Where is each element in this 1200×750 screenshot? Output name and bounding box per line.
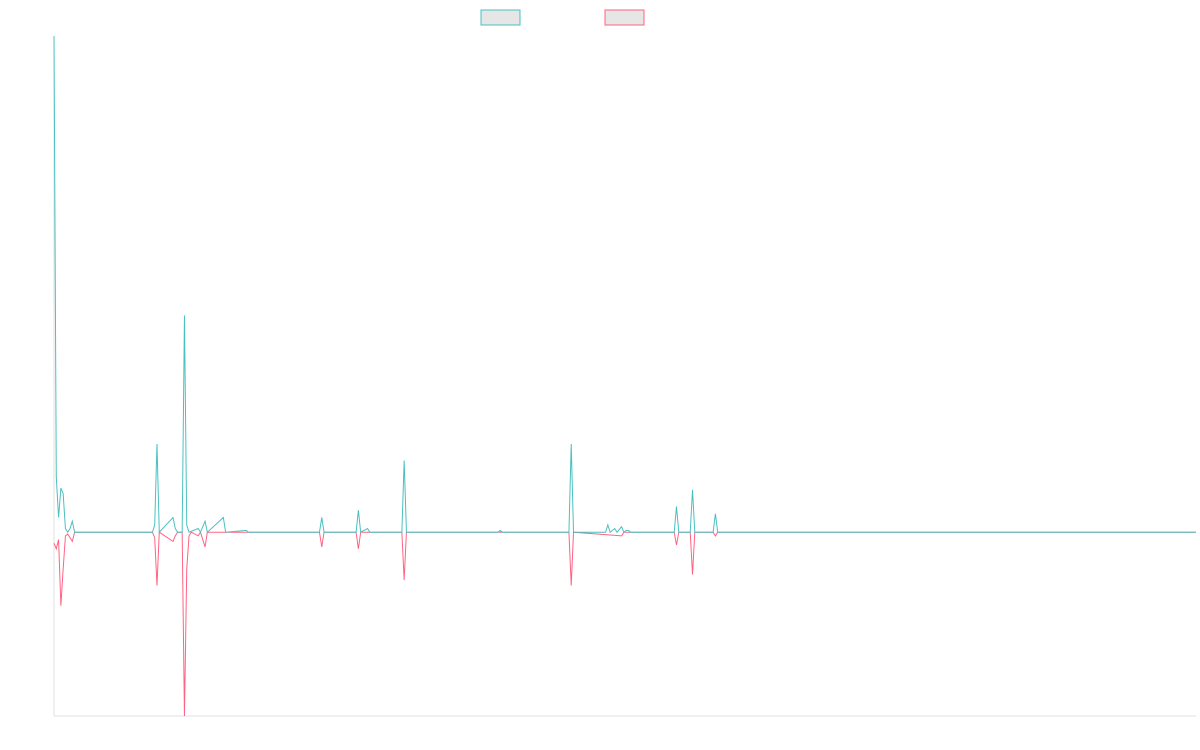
series-line-1 [53,35,1196,534]
legend-swatch-2[interactable] [604,9,645,26]
legend [480,9,645,26]
series-layer [53,35,1196,717]
legend-swatch-1[interactable] [480,9,521,26]
series-line-2 [53,531,1196,717]
